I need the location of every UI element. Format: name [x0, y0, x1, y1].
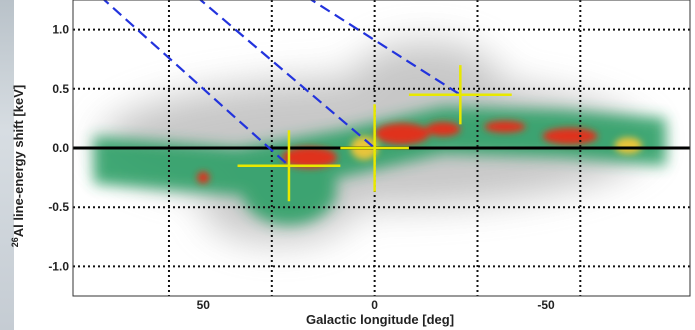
x-tick-label: 50 [197, 298, 211, 312]
halo-upper-lobe [350, 41, 502, 125]
emission-blob-6-red [542, 127, 598, 145]
emission-blob-0-red [197, 171, 210, 184]
grid [73, 0, 690, 296]
y-axis-superscript: 26 [10, 237, 20, 247]
y-tick-label: -1.0 [48, 259, 69, 273]
x-tick-label: -50 [537, 298, 555, 312]
dashed-line-1 [198, 0, 376, 149]
emission-blob-4-red [426, 121, 461, 137]
y-tick-labels: 1.0 0.5 0.0 -0.5 -1.0 [48, 23, 69, 274]
y-tick-label: 0.0 [52, 141, 69, 155]
dashed-lines [102, 0, 461, 167]
emission-blob-3-red [374, 123, 430, 145]
x-tick-label: 0 [371, 298, 378, 312]
y-tick-label: -0.5 [48, 200, 69, 214]
emission-blob-5-red [484, 120, 526, 133]
x-axis-title: Galactic longitude [deg] [306, 312, 454, 327]
dashed-line-0 [102, 0, 290, 167]
y-axis-title: 26Al line-energy shift [keV] [10, 85, 26, 247]
dashed-line-2 [309, 0, 461, 96]
y-axis-label-text: Al line-energy shift [keV] [11, 85, 26, 237]
y-tick-label: 0.5 [52, 82, 69, 96]
y-tick-label: 1.0 [52, 23, 69, 37]
emission-blob-7-yellow [614, 137, 643, 154]
data-crosses [237, 65, 512, 202]
x-tick-labels: 50 0 -50 [197, 298, 555, 312]
emission-blob-1-red [282, 146, 337, 169]
plot-frame [72, 0, 691, 297]
cropped-left-image-strip [0, 0, 14, 330]
